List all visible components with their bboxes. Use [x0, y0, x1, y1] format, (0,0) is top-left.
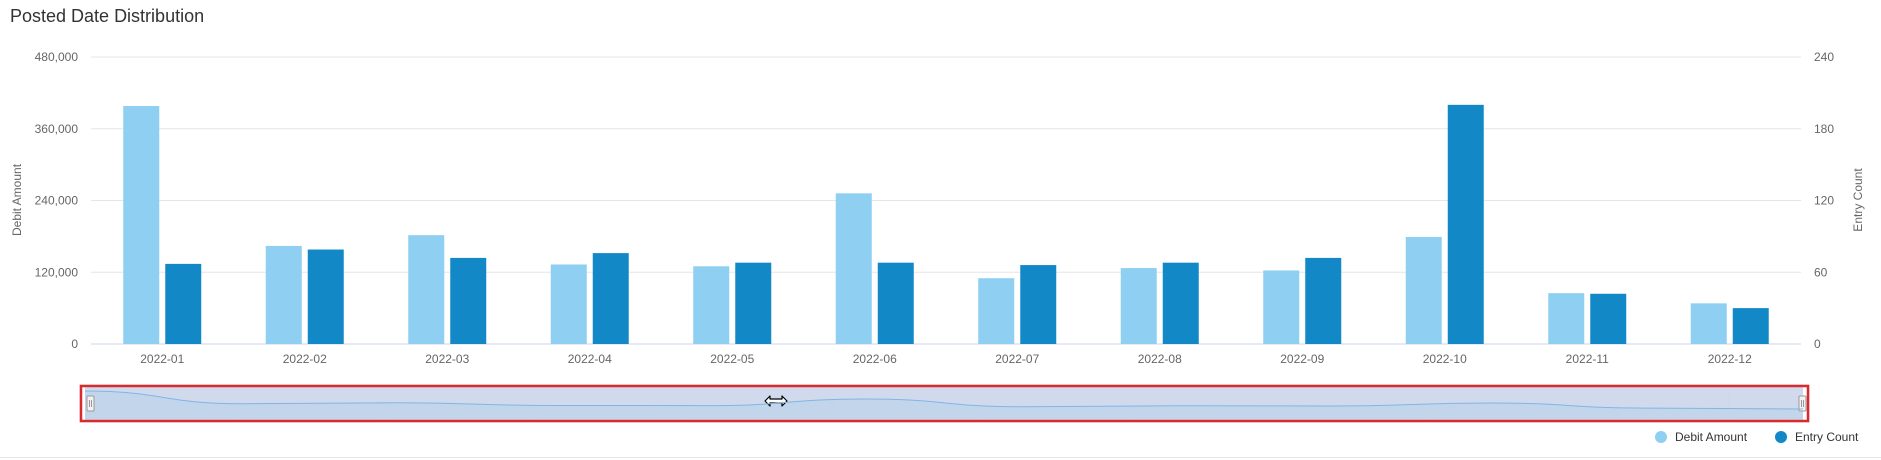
x-tick-label: 2022-02	[283, 352, 327, 366]
x-tick-label: 2022-12	[1708, 352, 1752, 366]
x-tick-label: 2022-06	[853, 352, 897, 366]
y-axis-label-right: Entry Count	[1851, 168, 1865, 232]
legend-marker-debit-amount	[1655, 431, 1667, 443]
x-tick-label: 2022-10	[1423, 352, 1467, 366]
bar-entry-count[interactable]	[1305, 257, 1342, 344]
legend-item-entry-count[interactable]: Entry Count	[1775, 430, 1859, 444]
bar-entry-count[interactable]	[450, 257, 487, 344]
navigator-highlight-border	[79, 384, 1810, 423]
bar-debit-amount[interactable]	[1548, 293, 1585, 344]
bar-entry-count[interactable]	[592, 253, 629, 344]
y-tick-label-right: 240	[1814, 50, 1834, 64]
x-tick-label: 2022-01	[140, 352, 184, 366]
bar-entry-count[interactable]	[307, 249, 344, 344]
y-tick-label-left: 120,000	[35, 265, 79, 279]
y-tick-label-right: 180	[1814, 122, 1834, 136]
bar-entry-count[interactable]	[165, 263, 202, 344]
y-tick-label-left: 360,000	[35, 122, 79, 136]
left-axis: 0 120,000 240,000 360,000 480,000	[35, 50, 79, 351]
right-axis: 0 60 120 180 240	[1814, 50, 1834, 351]
x-tick-label: 2022-04	[568, 352, 612, 366]
y-tick-label-left: 0	[71, 337, 78, 351]
bar-entry-count[interactable]	[1447, 104, 1484, 344]
bottom-divider	[0, 457, 1881, 458]
bar-debit-amount[interactable]	[123, 106, 160, 344]
bar-entry-count[interactable]	[1590, 293, 1627, 344]
range-navigator[interactable]	[79, 384, 1810, 423]
legend-item-debit-amount[interactable]: Debit Amount	[1655, 430, 1748, 444]
chart-title: Posted Date Distribution	[10, 6, 205, 26]
y-tick-label-right: 120	[1814, 194, 1834, 208]
bar-debit-amount[interactable]	[408, 235, 445, 344]
bar-debit-amount[interactable]	[693, 266, 730, 344]
gridlines	[91, 56, 1801, 345]
x-tick-label: 2022-07	[995, 352, 1039, 366]
navigator-series-outline	[84, 390, 1804, 410]
bar-entry-count[interactable]	[735, 262, 772, 344]
x-tick-label: 2022-11	[1566, 352, 1609, 366]
bar-debit-amount[interactable]	[1263, 270, 1300, 344]
y-tick-label-right: 60	[1814, 265, 1828, 279]
bars[interactable]	[123, 104, 1769, 344]
bar-entry-count[interactable]	[1162, 262, 1199, 344]
navigator-handle-left[interactable]	[86, 395, 95, 412]
navigator-handle-right[interactable]	[1798, 395, 1807, 412]
legend-label-debit-amount: Debit Amount	[1675, 430, 1748, 444]
bar-entry-count[interactable]	[1732, 308, 1769, 344]
navigator-series-line	[85, 391, 1803, 419]
bar-debit-amount[interactable]	[1690, 303, 1727, 344]
bar-debit-amount[interactable]	[835, 193, 872, 344]
y-tick-label-left: 480,000	[35, 50, 79, 64]
legend-label-entry-count: Entry Count	[1795, 430, 1859, 444]
y-tick-label-right: 0	[1814, 337, 1821, 351]
x-axis: 2022-01 2022-02 2022-03 2022-04 2022-05 2022-…	[140, 352, 1752, 366]
bar-debit-amount[interactable]	[265, 245, 302, 344]
x-tick-label: 2022-09	[1280, 352, 1324, 366]
bar-entry-count[interactable]	[877, 262, 914, 344]
x-tick-label: 2022-03	[425, 352, 469, 366]
y-tick-label-left: 240,000	[35, 194, 79, 208]
x-tick-label: 2022-08	[1138, 352, 1182, 366]
legend: Debit Amount Entry Count	[1655, 430, 1859, 444]
bar-debit-amount[interactable]	[1120, 268, 1157, 344]
bar-debit-amount[interactable]	[550, 264, 587, 344]
bar-entry-count[interactable]	[1020, 265, 1057, 344]
x-tick-label: 2022-05	[710, 352, 754, 366]
legend-marker-entry-count	[1775, 431, 1787, 443]
bar-debit-amount[interactable]	[978, 278, 1015, 344]
bar-debit-amount[interactable]	[1405, 236, 1442, 344]
y-axis-label-left: Debit Amount	[10, 163, 24, 236]
